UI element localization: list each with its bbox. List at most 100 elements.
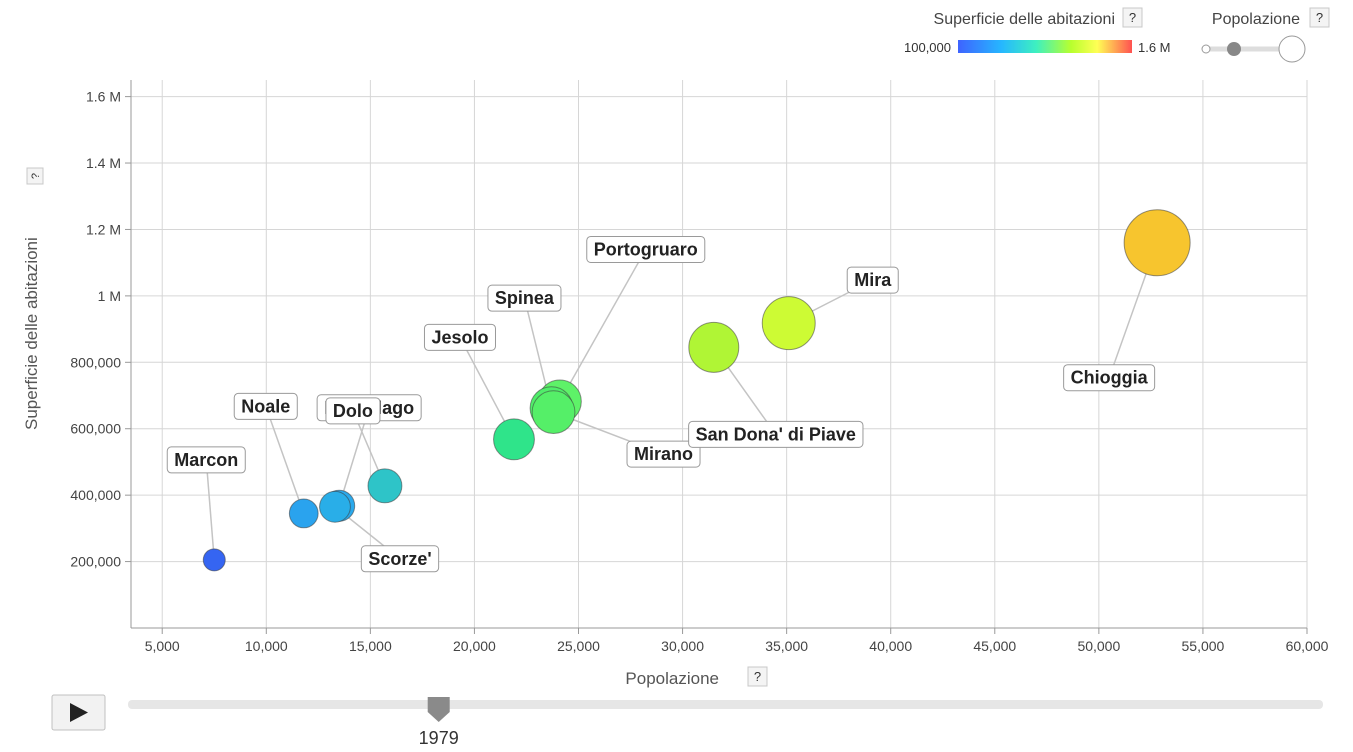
callout-label[interactable]: Noale: [233, 392, 298, 420]
y-axis-title: Superficie delle abitazioni: [22, 237, 41, 430]
time-slider-track[interactable]: [128, 700, 1323, 709]
callouts: MarconNoaleMartellagoScorze'DoloJesoloPo…: [166, 235, 1156, 573]
callout-box[interactable]: [166, 446, 246, 474]
x-tick-label: 55,000: [1182, 638, 1225, 654]
x-help-button[interactable]: ?: [747, 666, 768, 687]
callout-text: Mira: [854, 270, 892, 290]
x-tick-label: 40,000: [869, 638, 912, 654]
size-max-circle: [1278, 35, 1306, 63]
size-help-mark: ?: [1316, 10, 1323, 25]
size-help-button[interactable]: ?: [1309, 7, 1330, 28]
y-tick-label: 1.2 M: [86, 221, 121, 237]
color-legend: Superficie delle abitazioni ? 100,000 1.…: [904, 7, 1171, 55]
x-axis-ticks: 5,000 10,000 15,000 20,000 25,000 30,000 35,00…: [145, 628, 1329, 654]
color-gradient-bar: [958, 40, 1132, 53]
callout-label[interactable]: San Dona' di Piave: [688, 420, 864, 448]
color-legend-min: 100,000: [904, 40, 951, 55]
bubbles: [202, 209, 1191, 572]
y-tick-label: 1 M: [98, 288, 121, 304]
callout-text: Jesolo: [431, 327, 488, 347]
x-tick-label: 15,000: [349, 638, 392, 654]
callout-text: Spinea: [495, 288, 555, 308]
x-axis-title: Popolazione: [625, 669, 719, 688]
callout-leader: [265, 406, 305, 514]
bubble-point[interactable]: [531, 390, 576, 435]
y-help-button[interactable]: ?: [26, 167, 44, 185]
callout-text: Chioggia: [1071, 368, 1149, 388]
callout-text: Mirano: [634, 444, 693, 464]
size-min-circle: [1201, 44, 1211, 54]
callout-label[interactable]: Portogruaro: [586, 235, 706, 263]
x-tick-label: 30,000: [661, 638, 704, 654]
callout-text: Noale: [241, 396, 290, 416]
y-help-box[interactable]: [26, 167, 44, 185]
size-legend-title: Popolazione: [1212, 11, 1300, 28]
color-legend-max: 1.6 M: [1138, 40, 1171, 55]
callout-box[interactable]: [626, 440, 701, 468]
bubble-point[interactable]: [367, 468, 403, 504]
callout-label[interactable]: Mira: [846, 266, 899, 294]
callout-text: Marcon: [174, 450, 238, 470]
callout-box[interactable]: [423, 323, 496, 351]
bubble-point[interactable]: [288, 498, 319, 529]
y-help-mark: ?: [30, 173, 42, 179]
callout-label[interactable]: Scorze': [360, 545, 440, 573]
time-slider-handle[interactable]: [427, 697, 450, 722]
callout-box[interactable]: [360, 545, 440, 573]
callout-box[interactable]: [233, 392, 298, 420]
y-tick-label: 1.4 M: [86, 155, 121, 171]
callout-leader: [205, 459, 216, 560]
callout-text: Dolo: [333, 401, 373, 421]
color-help-box[interactable]: [1122, 7, 1143, 28]
bubble-point[interactable]: [1123, 209, 1191, 277]
timeline: 1979: [51, 694, 1323, 748]
x-tick-label: 50,000: [1077, 638, 1120, 654]
x-tick-label: 60,000: [1286, 638, 1329, 654]
x-help-box[interactable]: [747, 666, 768, 687]
callout-label[interactable]: Jesolo: [423, 323, 496, 351]
callout-text: Scorze': [368, 549, 431, 569]
size-legend: Popolazione ?: [1201, 7, 1330, 63]
x-tick-label: 5,000: [145, 638, 180, 654]
x-tick-label: 20,000: [453, 638, 496, 654]
callout-box[interactable]: [846, 266, 899, 294]
gridlines: [131, 80, 1308, 628]
size-slider-handle[interactable]: [1227, 42, 1241, 56]
callout-box[interactable]: [487, 284, 562, 312]
bubble-point[interactable]: [688, 321, 740, 373]
y-tick-label: 1.6 M: [86, 89, 121, 105]
size-help-box[interactable]: [1309, 7, 1330, 28]
play-button[interactable]: [51, 694, 106, 731]
color-help-mark: ?: [1129, 10, 1136, 25]
callout-box[interactable]: [586, 235, 706, 263]
callout-box[interactable]: [1063, 364, 1156, 392]
y-tick-label: 200,000: [70, 554, 121, 570]
callout-text: Portogruaro: [594, 239, 698, 259]
bubble-point[interactable]: [761, 296, 816, 351]
callout-label[interactable]: Chioggia: [1063, 364, 1156, 392]
color-help-button[interactable]: ?: [1122, 7, 1143, 28]
x-tick-label: 10,000: [245, 638, 288, 654]
y-tick-label: 800,000: [70, 354, 121, 370]
year-label: 1979: [419, 728, 459, 747]
callout-label[interactable]: Spinea: [487, 284, 562, 312]
callout-box[interactable]: [688, 420, 864, 448]
x-tick-label: 35,000: [765, 638, 808, 654]
x-tick-label: 25,000: [557, 638, 600, 654]
callout-label[interactable]: Marcon: [166, 446, 246, 474]
x-tick-label: 45,000: [973, 638, 1016, 654]
callout-box[interactable]: [325, 397, 381, 425]
callout-leader: [559, 249, 647, 402]
bubble-point[interactable]: [319, 490, 351, 523]
x-help-mark: ?: [754, 669, 761, 684]
callout-label[interactable]: Dolo: [325, 397, 381, 425]
bubble-point[interactable]: [202, 548, 226, 572]
bubble-point[interactable]: [493, 418, 535, 461]
y-tick-label: 400,000: [70, 487, 121, 503]
y-tick-label: 600,000: [70, 421, 121, 437]
callout-label[interactable]: Mirano: [626, 440, 701, 468]
time-slider-thumb[interactable]: [427, 697, 450, 722]
callout-text: San Dona' di Piave: [696, 424, 856, 444]
